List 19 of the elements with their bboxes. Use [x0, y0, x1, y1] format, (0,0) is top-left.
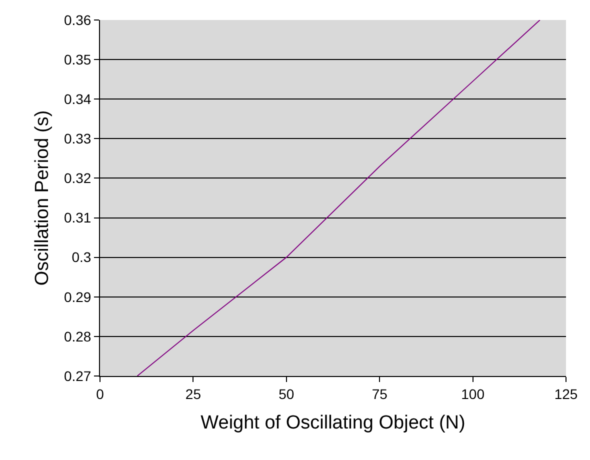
x-tick-label: 0 [96, 386, 104, 402]
x-tick-label: 125 [554, 386, 578, 402]
x-tick-label: 100 [461, 386, 485, 402]
x-tick-label: 25 [185, 386, 202, 402]
y-axis-title: Oscillation Period (s) [32, 110, 53, 286]
x-tick-label: 75 [372, 386, 388, 402]
y-tick-label: 0.32 [64, 170, 92, 186]
y-tick-label: 0.31 [64, 210, 92, 226]
y-tick-label: 0.33 [64, 130, 92, 147]
line-series [136, 20, 540, 376]
x-axis-title: Weight of Oscillating Object (N) [200, 412, 466, 434]
x-tick-label: 50 [278, 386, 294, 402]
y-tick-label: 0.28 [64, 328, 92, 344]
y-tick-label: 0.27 [64, 368, 92, 384]
y-tick-label: 0.36 [64, 12, 92, 28]
y-tick-label: 0.3 [72, 249, 92, 266]
y-tick-label: 0.35 [64, 51, 92, 68]
y-tick-label: 0.29 [64, 288, 92, 305]
y-tick-label: 0.34 [64, 91, 92, 108]
